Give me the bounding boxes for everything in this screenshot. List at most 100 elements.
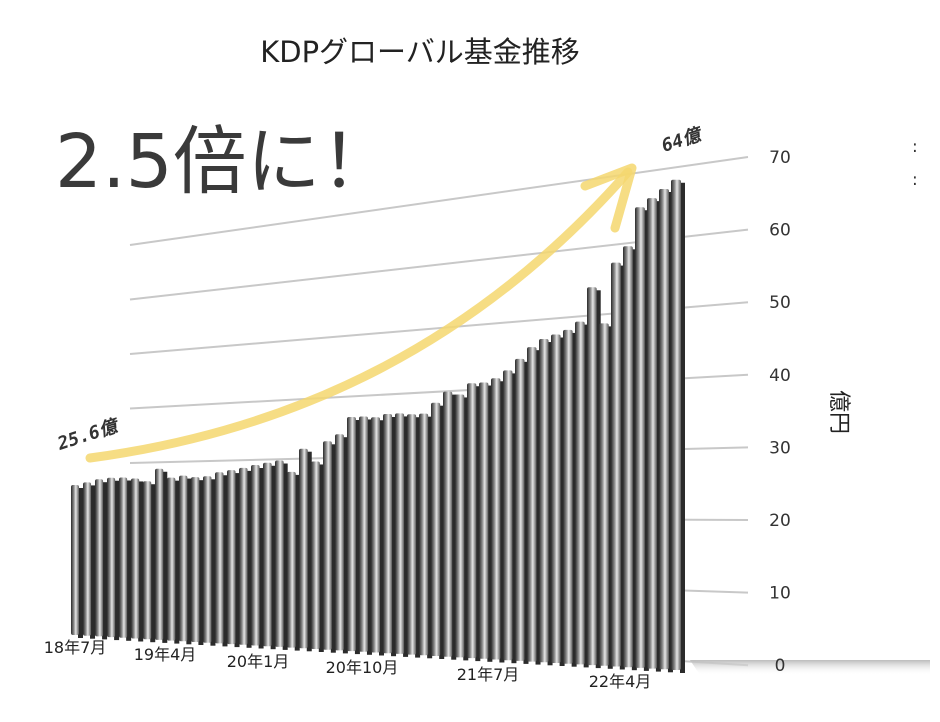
bar <box>599 323 609 666</box>
bar <box>539 339 549 663</box>
bar <box>647 198 657 669</box>
start-value-annotation: 25.6億 <box>54 415 123 455</box>
bar-side <box>463 397 469 661</box>
bar <box>551 334 561 663</box>
bar-side <box>427 416 433 659</box>
bar <box>275 460 284 647</box>
bar <box>503 370 513 661</box>
growth-arrow-head <box>580 163 637 233</box>
y-tick-label: 40 <box>769 366 791 386</box>
bar <box>287 471 296 648</box>
y-tick-label: 70 <box>769 148 791 168</box>
bar-side <box>126 480 132 641</box>
bar <box>443 391 453 657</box>
bar-side <box>583 324 589 668</box>
bar <box>323 441 332 650</box>
bar-side <box>439 405 445 659</box>
bar-side <box>114 480 120 641</box>
bar <box>143 481 152 640</box>
bar <box>467 383 477 659</box>
bar-side <box>222 475 228 647</box>
bar <box>299 448 308 649</box>
bar <box>455 394 465 658</box>
x-tick-label: 20年1月 <box>227 652 290 671</box>
bar <box>167 477 176 641</box>
bar-side <box>258 468 264 649</box>
bar-side <box>571 332 577 667</box>
bar <box>251 465 260 646</box>
bar-side <box>595 290 601 669</box>
x-tick-label: 19年4月 <box>134 645 197 664</box>
bar <box>335 434 344 651</box>
bar-side <box>523 361 529 664</box>
floor-shadow <box>690 660 930 675</box>
growth-arrow <box>85 167 633 463</box>
bar <box>227 470 236 645</box>
bar-side <box>162 471 168 643</box>
bar <box>179 475 188 642</box>
bar <box>383 413 393 654</box>
bar <box>563 329 573 664</box>
bar-side <box>619 265 625 670</box>
bar <box>419 413 429 656</box>
bar-side <box>318 464 324 652</box>
bar-side <box>78 487 83 638</box>
bar <box>407 414 417 655</box>
x-tick-label: 21年7月 <box>457 665 520 684</box>
bar-side <box>294 474 300 651</box>
y-tick-label: 60 <box>769 221 791 241</box>
bar <box>479 382 489 659</box>
bar <box>347 417 356 652</box>
bar-side <box>150 484 156 643</box>
bar <box>671 179 681 670</box>
bar-side <box>138 481 144 642</box>
bar <box>71 484 79 635</box>
bar-side <box>631 249 637 671</box>
bar-side <box>607 326 613 669</box>
bar-side <box>487 385 493 662</box>
chart-title: KDPグローバル基金推移 <box>260 35 580 69</box>
headline-annotation: 2.5倍に！ <box>55 119 395 205</box>
y-tick-label: 50 <box>769 293 791 313</box>
bar <box>311 461 320 649</box>
bar-side <box>451 394 457 660</box>
bar <box>527 347 537 662</box>
bar <box>431 402 441 656</box>
x-tick-label: 20年10月 <box>326 658 399 677</box>
bar-side <box>90 485 96 639</box>
bar-side <box>174 480 180 644</box>
bar-side <box>559 337 565 666</box>
bar-side <box>210 479 216 646</box>
bar-side <box>282 463 288 650</box>
bar <box>587 287 597 666</box>
y-tick-label: 10 <box>769 584 791 604</box>
bar-side <box>342 437 348 654</box>
x-tick-label: 22年4月 <box>589 672 652 691</box>
y-tick-label: 30 <box>769 438 791 458</box>
bar-side <box>102 482 108 640</box>
bar <box>491 378 501 660</box>
bar <box>155 468 164 640</box>
bar <box>239 467 248 645</box>
bar-side <box>186 478 192 645</box>
bar <box>83 482 92 636</box>
bar-side <box>643 210 649 671</box>
corner-marks-2: : <box>912 170 918 190</box>
bar-side <box>306 451 312 652</box>
bar-side <box>655 201 661 672</box>
bar <box>263 462 272 647</box>
bar-side <box>511 373 517 664</box>
bar-side <box>680 182 685 673</box>
bar <box>131 478 140 639</box>
bar-side <box>354 420 360 655</box>
bar <box>359 416 368 652</box>
bar-side <box>234 473 240 648</box>
bar <box>107 477 116 638</box>
bar-side <box>379 420 384 656</box>
bar-side <box>391 416 397 657</box>
bar <box>395 413 405 654</box>
corner-marks: : <box>912 137 918 157</box>
bar-side <box>499 381 505 663</box>
